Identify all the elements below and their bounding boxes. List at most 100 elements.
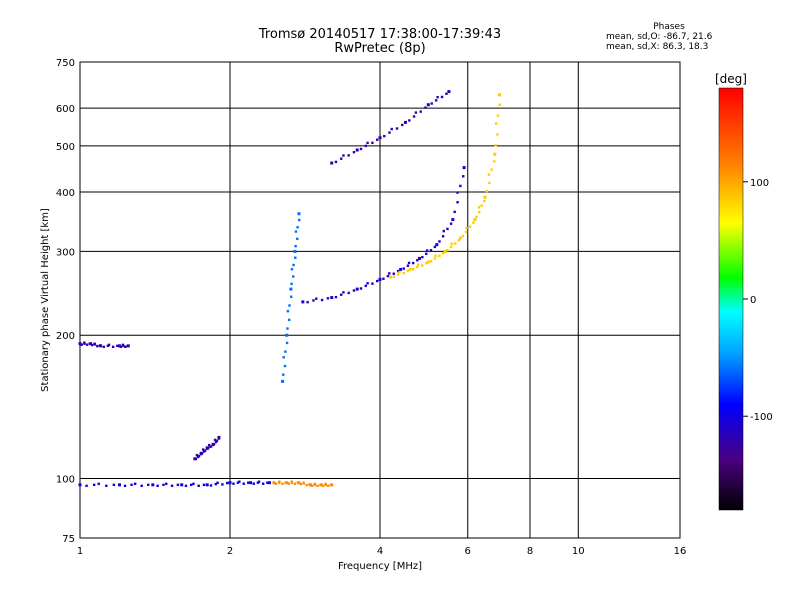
trace-point — [85, 343, 89, 346]
grid — [80, 62, 680, 538]
data-point — [78, 483, 82, 487]
x-axis-label: Frequency [MHz] — [338, 561, 422, 572]
trace-point — [290, 480, 294, 483]
trace-point — [340, 293, 343, 296]
x-tick-label: 10 — [572, 546, 585, 557]
trace-point — [383, 134, 386, 138]
trace-point — [416, 265, 419, 269]
trace-point — [425, 249, 429, 252]
y-tick-label: 750 — [56, 58, 75, 69]
trace-point — [417, 263, 420, 266]
data-point — [99, 344, 103, 348]
trace-point — [390, 127, 393, 131]
x-tick-label: 1 — [77, 546, 83, 557]
trace-point — [334, 160, 338, 164]
trace-point — [292, 275, 295, 278]
trace-point — [147, 483, 150, 487]
trace-point — [290, 268, 294, 271]
data-point — [249, 481, 253, 485]
trace-point — [366, 282, 369, 285]
trace-point — [286, 327, 289, 330]
trace-point — [321, 484, 325, 488]
trace-point — [293, 482, 297, 485]
trace-point — [488, 181, 491, 185]
trace-point — [203, 449, 207, 452]
phases-o-line: mean, sd,O: -86.7, 21.6 — [606, 32, 713, 42]
trace-point — [302, 481, 305, 484]
trace-point — [465, 226, 468, 230]
trace-point — [493, 160, 496, 163]
trace-point — [311, 484, 314, 488]
data-points — [78, 90, 502, 488]
trace-point — [401, 123, 404, 127]
trace-point — [294, 244, 297, 248]
trace-point — [434, 99, 438, 102]
data-point — [451, 218, 455, 222]
trace-point — [334, 295, 338, 299]
trace-point — [266, 481, 269, 484]
trace-point — [313, 482, 317, 486]
trace-point — [340, 157, 343, 160]
data-point — [285, 333, 289, 337]
data-point — [493, 152, 497, 156]
trace-point — [324, 482, 327, 486]
trace-point — [485, 189, 488, 193]
trace-point — [438, 254, 441, 258]
trace-point — [449, 245, 453, 249]
trace-point — [396, 269, 400, 273]
chart-title-line1: Tromsø 20140517 17:38:00-17:39:43 — [258, 27, 502, 42]
trace-point — [236, 481, 240, 484]
x-tick-label: 4 — [377, 546, 383, 557]
trace-point — [296, 237, 299, 241]
trace-point — [424, 106, 427, 109]
trace-point — [287, 482, 290, 485]
data-point — [458, 236, 462, 240]
trace-point — [200, 452, 204, 455]
y-tick-label: 500 — [56, 142, 75, 153]
trace-point — [165, 482, 168, 486]
trace-point — [453, 210, 456, 214]
data-point — [308, 483, 312, 487]
trace-point — [214, 440, 218, 444]
trace-point — [119, 345, 123, 349]
trace-point — [315, 297, 318, 300]
y-tick-label: 200 — [56, 331, 75, 342]
trace-point — [352, 150, 356, 154]
trace-point — [421, 264, 424, 267]
trace-point — [392, 275, 396, 278]
trace-point — [402, 271, 405, 275]
trace-point — [347, 154, 350, 157]
trace-point — [456, 201, 459, 204]
data-point — [389, 275, 393, 279]
trace-point — [494, 122, 498, 125]
trace-point — [433, 257, 437, 260]
data-point — [426, 103, 430, 107]
trace-point — [434, 254, 437, 257]
trace-point — [221, 483, 224, 486]
trace-point — [294, 256, 297, 259]
data-point — [378, 277, 382, 281]
trace-point — [212, 442, 216, 446]
phases-label: Phases — [653, 22, 685, 32]
trace-point — [123, 484, 127, 488]
trace-point — [347, 291, 350, 295]
trace-point — [92, 483, 96, 487]
trace-point — [398, 271, 401, 274]
x-tick-label: 2 — [227, 546, 233, 557]
trace-point — [238, 480, 241, 483]
x-tick-label: 8 — [527, 546, 533, 557]
trace-point — [107, 343, 111, 347]
trace-point — [468, 225, 472, 228]
trace-point — [461, 234, 465, 238]
data-point — [403, 120, 407, 124]
data-point — [285, 481, 289, 485]
y-tick-label: 600 — [56, 104, 75, 115]
trace-point — [93, 342, 96, 345]
trace-point — [116, 344, 119, 348]
data-point — [272, 481, 276, 485]
trace-point — [252, 482, 255, 485]
trace-point — [371, 282, 374, 285]
trace-point — [246, 481, 250, 484]
trace-point — [232, 482, 235, 485]
trace-point — [206, 447, 210, 450]
